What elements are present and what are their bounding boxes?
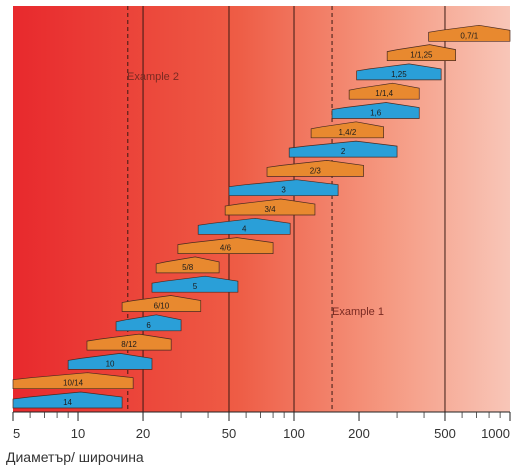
bar-label: 4: [242, 224, 247, 233]
bar-shape: [12, 372, 134, 390]
bar-blue: 2: [288, 140, 398, 158]
bar-shape: [177, 237, 274, 254]
bar-shape: [224, 198, 316, 216]
bar-shape: [86, 333, 172, 351]
bar-label: 10: [106, 359, 115, 368]
bar-label: 10/14: [63, 379, 84, 388]
bar-orange: 3/4: [224, 198, 316, 216]
bar-shape: [197, 217, 291, 235]
bar-orange: 1,4/2: [310, 121, 384, 139]
bar-blue: 10: [67, 353, 153, 370]
x-tick-label: 10: [71, 426, 85, 441]
bar-label: 5/8: [182, 263, 194, 272]
bar-shape: [155, 256, 220, 274]
bar-orange: 6/10: [121, 295, 202, 312]
bar-label: 1,25: [391, 70, 407, 79]
x-tick-label: 5: [13, 426, 20, 441]
bar-shape: [228, 179, 339, 197]
bar-label: 8/12: [121, 340, 137, 349]
bar-label: 1/1,4: [375, 89, 393, 98]
bar-blue: 6: [115, 314, 182, 332]
bar-label: 6: [146, 321, 151, 330]
bar-label: 1,4/2: [338, 128, 356, 137]
bar-blue: 1,6: [331, 102, 420, 119]
x-axis-title: Диаметър/ широчина: [6, 449, 144, 465]
bars-layer: 14 10/14 10 8/12 6 6/10 5 5/8 4/6 4 3/4 3 2/3 2 1,4/2 1…: [12, 24, 511, 409]
bar-shape: [151, 275, 239, 293]
x-tick-label: 20: [136, 426, 150, 441]
bar-orange: 1/1,25: [386, 44, 456, 61]
bar-label: 6/10: [154, 302, 170, 311]
x-tick-label: 100: [283, 426, 305, 441]
bar-label: 14: [63, 398, 72, 407]
bar-shape: [331, 102, 420, 119]
bar-label: 1,6: [370, 109, 382, 118]
bar-blue: 3: [228, 179, 339, 197]
bar-shape: [266, 160, 364, 177]
bar-shape: [288, 140, 398, 158]
annotation-example-1: Example 1: [332, 306, 384, 318]
x-tick-label: 50: [222, 426, 236, 441]
bar-blue: 5: [151, 275, 239, 293]
x-tick-label: 500: [434, 426, 456, 441]
bar-label: 2: [341, 147, 346, 156]
bar-shape: [348, 82, 420, 100]
x-tick-label: 200: [348, 426, 370, 441]
bar-shape: [115, 314, 182, 332]
bar-orange: 2/3: [266, 160, 364, 177]
bar-label: 3/4: [264, 205, 276, 214]
bar-orange: 5/8: [155, 256, 220, 274]
bar-orange: 4/6: [177, 237, 274, 254]
bar-label: 4/6: [220, 244, 232, 253]
annotation-example-2: Example 2: [127, 71, 179, 83]
bar-blue: 14: [12, 391, 123, 409]
bar-shape: [67, 353, 153, 370]
bar-label: 1/1,25: [410, 51, 433, 60]
bar-blue: 4: [197, 217, 291, 235]
bar-orange: 8/12: [86, 333, 172, 351]
bar-orange: 1/1,4: [348, 82, 420, 100]
bar-label: 2/3: [310, 166, 322, 175]
annotations-layer: Example 2 Example 1: [127, 71, 384, 318]
bar-shape: [386, 44, 456, 61]
bar-shape: [12, 391, 123, 409]
x-tick-label: 1000: [481, 426, 510, 441]
bar-label: 3: [281, 186, 286, 195]
bar-shape: [310, 121, 384, 139]
bar-label: 5: [193, 282, 198, 291]
bar-orange: 10/14: [12, 372, 134, 390]
bar-shape: [121, 295, 202, 312]
bar-shape: [356, 63, 442, 81]
x-axis: 5 10 20 50 100 200 500 1000: [12, 411, 511, 441]
bar-shape: [428, 24, 511, 42]
bar-blue: 1,25: [356, 63, 442, 81]
bar-label: 0,7/1: [460, 31, 478, 40]
bar-orange: 0,7/1: [428, 24, 511, 42]
